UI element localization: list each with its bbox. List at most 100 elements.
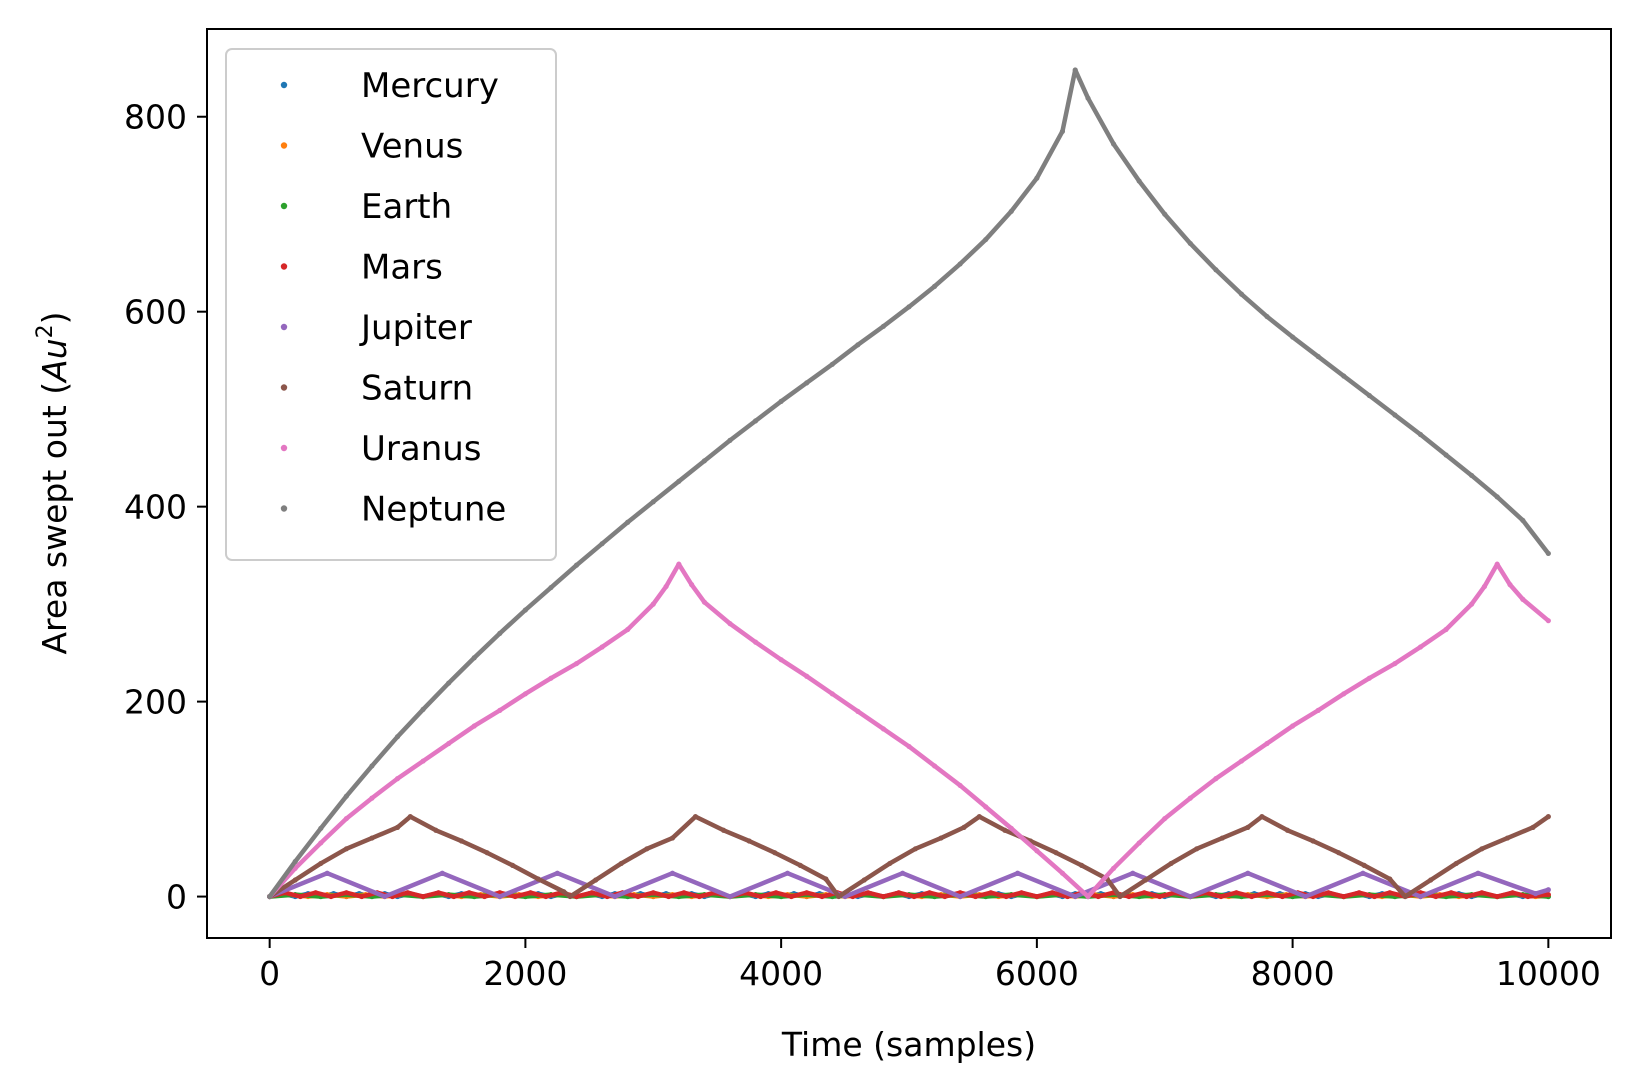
x-tick-label: 2000 bbox=[483, 954, 567, 993]
series-uranus bbox=[267, 561, 1551, 900]
data-point-uranus bbox=[804, 673, 810, 679]
data-point-saturn bbox=[1530, 824, 1536, 830]
data-point-neptune bbox=[1290, 334, 1296, 340]
legend-label-venus: Venus bbox=[361, 127, 463, 167]
data-point-neptune bbox=[420, 706, 426, 713]
x-tick-label: 6000 bbox=[995, 954, 1079, 993]
data-point-mars bbox=[819, 893, 825, 900]
data-point-mars bbox=[1264, 890, 1270, 896]
data-point-uranus bbox=[1110, 865, 1117, 871]
data-point-saturn bbox=[1168, 860, 1174, 867]
series-trace-neptune bbox=[267, 67, 1551, 899]
data-point-jupiter bbox=[1245, 870, 1251, 876]
data-point-uranus bbox=[1341, 691, 1347, 697]
data-point-saturn bbox=[407, 814, 413, 820]
x-tick-label: 10000 bbox=[1496, 954, 1601, 993]
data-point-saturn bbox=[1142, 877, 1149, 883]
data-point-neptune bbox=[1059, 128, 1066, 134]
data-point-saturn bbox=[567, 893, 573, 900]
data-point-neptune bbox=[1315, 353, 1321, 360]
data-point-uranus bbox=[497, 707, 503, 713]
data-point-jupiter bbox=[1545, 887, 1551, 893]
data-point-mars bbox=[451, 893, 457, 900]
data-point-neptune bbox=[650, 499, 656, 505]
data-point-neptune bbox=[1034, 175, 1040, 181]
data-point-neptune bbox=[522, 607, 528, 613]
legend-marker-venus bbox=[280, 142, 288, 149]
data-point-neptune bbox=[1110, 141, 1117, 147]
data-point-neptune bbox=[1443, 452, 1449, 458]
data-point-neptune bbox=[446, 680, 452, 686]
data-point-saturn bbox=[535, 876, 541, 882]
data-point-neptune bbox=[752, 418, 759, 424]
data-point-saturn bbox=[484, 850, 490, 856]
data-point-saturn bbox=[938, 835, 944, 841]
data-point-mars bbox=[512, 893, 518, 900]
data-point-saturn bbox=[292, 877, 298, 883]
data-point-saturn bbox=[1453, 860, 1459, 867]
data-point-uranus bbox=[1290, 723, 1296, 729]
data-point-jupiter bbox=[1360, 870, 1366, 876]
data-point-uranus bbox=[1469, 601, 1475, 607]
data-point-mars bbox=[543, 893, 549, 900]
data-point-saturn bbox=[976, 814, 982, 820]
data-point-neptune bbox=[573, 562, 580, 568]
data-point-mars bbox=[1525, 893, 1531, 900]
data-point-neptune bbox=[625, 519, 631, 525]
data-point-uranus bbox=[1187, 795, 1193, 801]
series-trace-mars bbox=[267, 890, 1551, 899]
legend-marker-uranus bbox=[280, 444, 288, 452]
data-point-saturn bbox=[887, 860, 893, 867]
y-axis-label-symbol: Au bbox=[35, 338, 74, 384]
data-point-uranus bbox=[752, 639, 759, 645]
data-point-uranus bbox=[957, 782, 963, 789]
data-point-uranus bbox=[906, 743, 912, 750]
data-point-neptune bbox=[471, 655, 477, 661]
legend-marker-mercury bbox=[280, 81, 288, 89]
data-point-neptune bbox=[727, 437, 733, 443]
data-point-saturn bbox=[318, 860, 324, 867]
data-point-saturn bbox=[369, 835, 375, 841]
data-point-uranus bbox=[420, 758, 426, 764]
legend-label-saturn: Saturn bbox=[361, 369, 473, 409]
data-point-saturn bbox=[458, 838, 465, 844]
data-point-mars bbox=[328, 893, 334, 900]
data-point-jupiter bbox=[1187, 893, 1193, 900]
y-tick-label: 800 bbox=[124, 98, 187, 137]
data-point-uranus bbox=[1238, 758, 1245, 764]
data-point-jupiter bbox=[1302, 893, 1308, 900]
y-tick-label: 600 bbox=[124, 293, 187, 332]
data-point-saturn bbox=[1504, 835, 1511, 841]
data-point-uranus bbox=[1507, 582, 1513, 588]
data-point-uranus bbox=[1162, 815, 1168, 822]
x-tick-label: 0 bbox=[259, 954, 280, 993]
data-point-saturn bbox=[1284, 827, 1291, 833]
data-point-mars bbox=[1387, 890, 1393, 896]
data-point-neptune bbox=[1072, 67, 1078, 73]
data-point-uranus bbox=[676, 561, 682, 567]
data-point-uranus bbox=[1315, 707, 1321, 713]
data-point-neptune bbox=[983, 236, 989, 243]
data-point-mars bbox=[313, 890, 319, 896]
data-point-jupiter bbox=[497, 893, 503, 900]
data-point-neptune bbox=[676, 478, 682, 484]
legend-marker-earth bbox=[280, 202, 288, 210]
y-axis-label: Area swept out (Au2) bbox=[33, 311, 74, 654]
data-point-neptune bbox=[906, 304, 912, 310]
data-point-uranus bbox=[663, 583, 669, 590]
data-point-mars bbox=[1141, 890, 1147, 896]
data-point-saturn bbox=[510, 862, 516, 868]
data-point-mars bbox=[1433, 893, 1439, 900]
plot-area-frame bbox=[206, 28, 1612, 939]
data-point-mars bbox=[1157, 893, 1163, 900]
data-point-saturn bbox=[692, 814, 699, 820]
data-point-uranus bbox=[1034, 848, 1040, 854]
data-point-mars bbox=[527, 890, 534, 896]
legend-box bbox=[225, 48, 557, 561]
data-point-mars bbox=[1279, 893, 1285, 900]
data-point-neptune bbox=[1238, 291, 1245, 297]
data-point-neptune bbox=[292, 858, 298, 865]
data-point-uranus bbox=[701, 599, 708, 605]
data-point-mars bbox=[635, 893, 641, 900]
